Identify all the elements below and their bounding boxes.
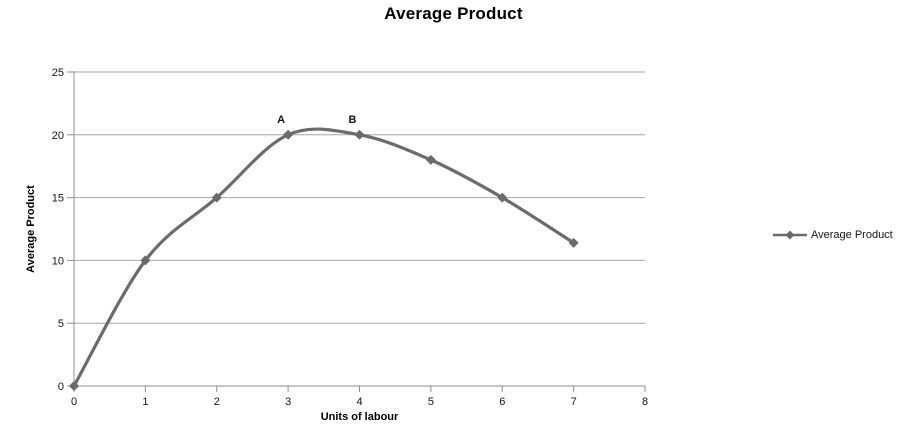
x-tick-label: 4: [356, 396, 362, 408]
x-tick-label: 5: [428, 396, 434, 408]
data-point-marker: [283, 129, 294, 140]
y-tick-label: 5: [58, 318, 64, 330]
x-tick-label: 8: [642, 396, 648, 408]
y-tick-label: 25: [52, 67, 64, 79]
legend-diamond: [785, 230, 795, 240]
x-tick-label: 2: [214, 396, 220, 408]
x-tick-label: 7: [571, 396, 577, 408]
data-point-marker: [497, 192, 508, 203]
y-tick-label: 10: [52, 255, 64, 267]
chart-title: Average Product: [384, 4, 523, 23]
x-axis-title: Units of labour: [320, 411, 399, 423]
x-tick-label: 6: [499, 396, 505, 408]
legend-line-marker-icon: [773, 230, 807, 240]
data-point-marker: [425, 154, 436, 165]
data-point-marker: [69, 381, 79, 391]
y-axis-title: Average Product: [25, 185, 37, 273]
x-tick-label: 1: [142, 396, 148, 408]
series-line: [72, 127, 576, 388]
x-tick-label: 3: [285, 396, 291, 408]
y-tick-label: 20: [52, 130, 64, 142]
legend: Average Product: [773, 227, 893, 243]
data-point-marker: [211, 192, 222, 203]
data-point-marker: [354, 129, 365, 140]
annotation-label-A: A: [277, 114, 285, 126]
annotation-label-B: B: [349, 114, 357, 126]
y-tick-label: 0: [58, 381, 64, 393]
legend-label: Average Product: [811, 229, 893, 241]
data-point-marker: [568, 237, 579, 248]
x-tick-label: 0: [71, 396, 77, 408]
y-tick-label: 15: [52, 193, 64, 205]
data-point-marker: [140, 255, 151, 266]
